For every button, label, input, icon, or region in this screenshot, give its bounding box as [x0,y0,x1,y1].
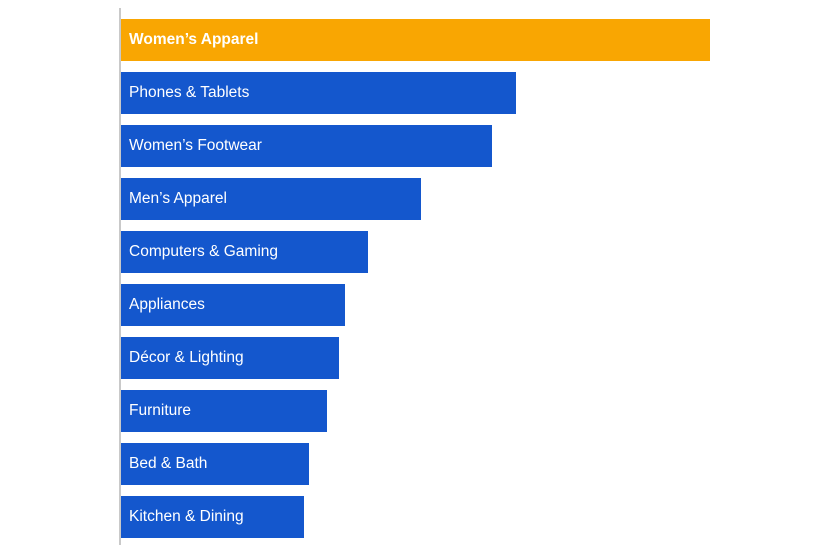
bar-label-bed-bath: Bed & Bath [129,455,208,472]
bar-row-bed-bath: Bed & Bath [121,443,840,485]
bar-label-women-s-footwear: Women’s Footwear [129,137,262,154]
bar-appliances: Appliances [121,284,345,326]
bar-women-s-apparel: Women’s Apparel [121,19,710,61]
bar-row-men-s-apparel: Men’s Apparel [121,178,840,220]
bars: Women’s Apparel Phones & Tablets Women’s F… [121,19,840,549]
bar-label-women-s-apparel: Women’s Apparel [129,31,259,48]
category-axis-line [119,8,121,545]
bar-men-s-apparel: Men’s Apparel [121,178,421,220]
bar-women-s-footwear: Women’s Footwear [121,125,492,167]
bar-row-d-cor-lighting: Décor & Lighting [121,337,840,379]
bar-label-furniture: Furniture [129,402,192,419]
bar-bed-bath: Bed & Bath [121,443,309,485]
bar-phones-tablets: Phones & Tablets [121,72,516,114]
bar-d-cor-lighting: Décor & Lighting [121,337,339,379]
bar-row-phones-tablets: Phones & Tablets [121,72,840,114]
bar-row-furniture: Furniture [121,390,840,432]
bar-label-appliances: Appliances [129,296,205,313]
bar-label-kitchen-dining: Kitchen & Dining [129,508,244,525]
bar-furniture: Furniture [121,390,327,432]
bar-label-d-cor-lighting: Décor & Lighting [129,349,244,366]
bar-row-computers-gaming: Computers & Gaming [121,231,840,273]
bar-label-men-s-apparel: Men’s Apparel [129,190,227,207]
bar-label-computers-gaming: Computers & Gaming [129,243,279,260]
bar-kitchen-dining: Kitchen & Dining [121,496,304,538]
bar-row-women-s-apparel: Women’s Apparel [121,19,840,61]
bar-row-kitchen-dining: Kitchen & Dining [121,496,840,538]
bar-label-phones-tablets: Phones & Tablets [129,84,250,101]
bar-computers-gaming: Computers & Gaming [121,231,368,273]
bar-row-appliances: Appliances [121,284,840,326]
bar-row-women-s-footwear: Women’s Footwear [121,125,840,167]
